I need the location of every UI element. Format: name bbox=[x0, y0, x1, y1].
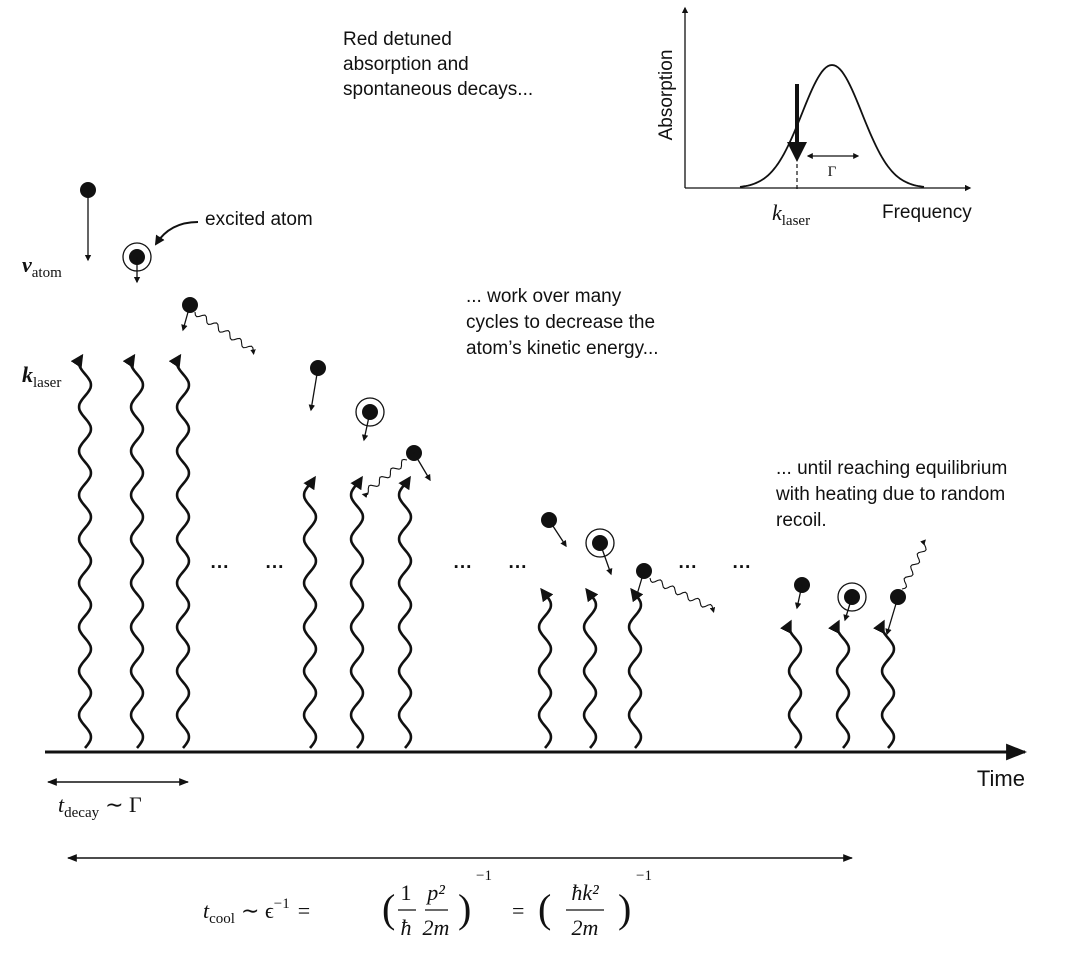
subscript: cool bbox=[209, 911, 235, 927]
ellipsis: ··· bbox=[266, 557, 285, 578]
subscript: atom bbox=[32, 265, 62, 281]
ellipsis: ··· bbox=[733, 557, 752, 578]
inset-y-label: Absorption bbox=[656, 50, 677, 141]
end-note: ... until reaching equilibrium bbox=[776, 458, 1007, 479]
excited-label: excited atom bbox=[205, 209, 313, 230]
t-decay: tdecay ∼ Γ bbox=[58, 792, 142, 821]
pointer bbox=[154, 221, 199, 246]
subscript: laser bbox=[782, 213, 810, 229]
ellipsis: ··· bbox=[211, 557, 230, 578]
velocity-arrow bbox=[361, 411, 371, 442]
laser-wave bbox=[168, 353, 191, 749]
frac-den: ħ bbox=[401, 915, 412, 940]
symbol: t bbox=[203, 898, 210, 923]
velocity-arrow bbox=[181, 304, 191, 332]
width-label: Γ bbox=[828, 164, 837, 180]
velocity-arrow bbox=[599, 542, 613, 576]
equals: = bbox=[512, 898, 524, 923]
symbol: k bbox=[22, 362, 33, 387]
laser-wave bbox=[582, 587, 599, 749]
laser-wave bbox=[70, 353, 93, 749]
frac-den: 2m bbox=[423, 915, 450, 940]
velocity-arrow bbox=[885, 596, 899, 636]
velocity-arrow bbox=[843, 596, 853, 622]
equals: = bbox=[298, 898, 310, 923]
inset-x-label: Frequency bbox=[882, 202, 972, 223]
laser-wave bbox=[537, 587, 554, 749]
inset-caption: absorption and bbox=[343, 54, 469, 75]
paren: ) bbox=[458, 886, 471, 931]
middle-note: atom’s kinetic energy... bbox=[466, 338, 659, 359]
absorption-curve bbox=[739, 64, 925, 188]
velocity-arrow bbox=[413, 452, 431, 482]
frac-den: 2m bbox=[572, 915, 599, 940]
middle-note: cycles to decrease the bbox=[466, 312, 655, 333]
ellipsis: ··· bbox=[679, 557, 698, 578]
emitted-photon bbox=[901, 539, 927, 590]
velocity-arrow bbox=[308, 367, 319, 412]
velocity-arrow bbox=[548, 519, 567, 548]
laser-wave bbox=[780, 619, 803, 749]
frac-num: ħk² bbox=[571, 880, 599, 905]
end-note: recoil. bbox=[776, 510, 827, 531]
emitted-photon bbox=[361, 458, 408, 498]
symbol: t bbox=[58, 792, 65, 817]
paren: ( bbox=[538, 886, 551, 931]
emitted-photon bbox=[194, 311, 256, 355]
excitation-ring bbox=[837, 582, 867, 612]
axis-label: Time bbox=[977, 766, 1025, 791]
t-cool-formula: tcool ∼ ϵ−1 = ( 1 ħ p² 2m ) −1 = ( ħk² 2m … bbox=[203, 868, 652, 940]
paren: ) bbox=[618, 886, 631, 931]
emitted-photon bbox=[649, 577, 716, 613]
exponent: −1 bbox=[274, 896, 290, 912]
excitation-ring bbox=[355, 397, 385, 427]
laser-wave bbox=[873, 619, 896, 749]
figure bbox=[45, 6, 1028, 911]
symbol: v bbox=[22, 252, 32, 277]
symbol: k bbox=[772, 200, 783, 225]
t-cool-lhs: tcool ∼ ϵ−1 = bbox=[203, 896, 310, 927]
middle-note: ... work over many bbox=[466, 286, 622, 307]
laser-wave bbox=[349, 475, 365, 749]
frac-num: 1 bbox=[401, 880, 412, 905]
relation: ∼ ϵ bbox=[241, 898, 274, 923]
inset-caption: spontaneous decays... bbox=[343, 79, 533, 100]
ellipsis: ··· bbox=[454, 557, 473, 578]
subscript: laser bbox=[33, 375, 61, 391]
laser-wave bbox=[302, 475, 318, 749]
k-laser: klaser bbox=[22, 362, 61, 391]
exponent: −1 bbox=[476, 868, 492, 884]
ellipsis: ··· bbox=[509, 557, 528, 578]
laser-wave bbox=[828, 619, 851, 749]
laser-wave bbox=[397, 475, 413, 749]
v-atom: vatom bbox=[22, 252, 62, 281]
velocity-arrow bbox=[634, 570, 645, 600]
laser-wave bbox=[122, 353, 145, 749]
inset-k: klaser bbox=[772, 200, 810, 229]
paren: ( bbox=[382, 886, 395, 931]
laser-wave bbox=[627, 587, 644, 749]
subscript: decay bbox=[64, 805, 99, 821]
velocity-arrow bbox=[794, 584, 803, 610]
end-note: with heating due to random bbox=[775, 484, 1005, 505]
excitation-ring bbox=[585, 528, 615, 558]
frac-num: p² bbox=[425, 880, 445, 905]
exponent: −1 bbox=[636, 868, 652, 884]
relation: ∼ Γ bbox=[105, 792, 142, 817]
inset-caption: Red detuned bbox=[343, 29, 452, 50]
